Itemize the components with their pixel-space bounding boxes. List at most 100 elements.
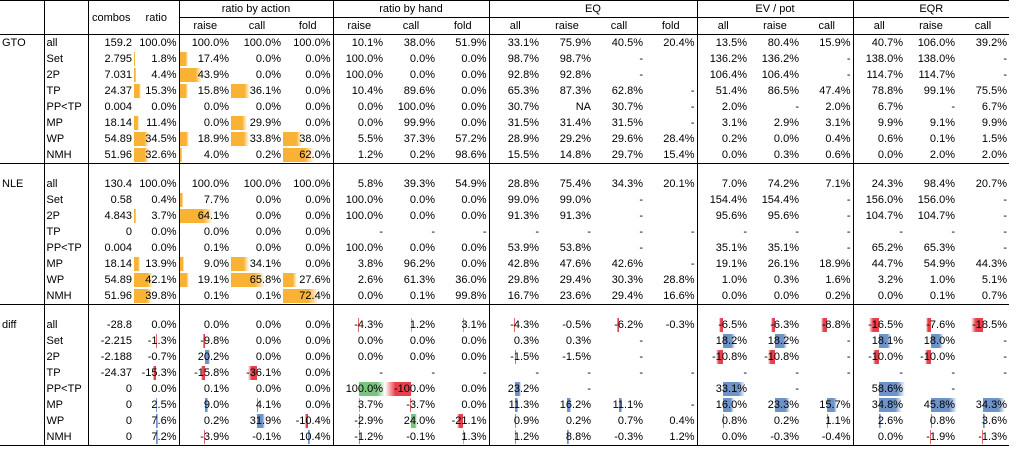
cell-col16: -1.9% [905, 429, 957, 446]
cell-value: 0.0% [203, 101, 229, 113]
cell-col6: 0.0% [385, 349, 437, 365]
cell-col15: -10.0% [852, 349, 905, 365]
cell-value: - [1003, 335, 1007, 347]
cell-value: 0.0% [461, 101, 487, 113]
cell-value: 156.0% [865, 194, 903, 206]
cell-value: 95.6% [715, 210, 747, 222]
cell-col15: 9.9% [852, 115, 905, 131]
cell-col10: - [593, 365, 645, 381]
cell-col16: 0.1% [905, 288, 957, 305]
cell-col3: 0.1% [231, 288, 283, 305]
cell-col15: 34.8% [852, 397, 905, 413]
cell-value: 33.1% [715, 383, 747, 395]
cell-value: 0.0% [409, 351, 435, 363]
cell-col0: 0 [87, 429, 134, 446]
cell-col11: 28.4% [645, 131, 697, 147]
table-row: PP<TP 0.004 0.0% 0.0% 0.0% 0.0% 0.0% 100.0% 0.0%… [0, 99, 1009, 115]
cell-col14: - [801, 365, 853, 381]
cell-col8: - [488, 365, 541, 381]
section-name [0, 147, 45, 164]
cell-col1: 13.9% [134, 256, 179, 272]
cell-value: -0.3% [770, 431, 799, 443]
cell-col16: 0.8% [905, 413, 957, 429]
row-label: MP [46, 399, 64, 411]
table-row: TP 24.37 15.3% 15.8% 36.1% 0.0% 10.4% 89.6% 0.0%… [0, 83, 1009, 99]
cell-value: 100.0% [191, 178, 229, 190]
cell-col16: 0.1% [905, 131, 957, 147]
section-name [0, 224, 45, 240]
cell-col7: 0.0% [437, 381, 489, 397]
cell-col9: - [541, 224, 593, 240]
cell-col1: 0.0% [134, 224, 179, 240]
cell-value: 106.4% [709, 69, 747, 81]
cell-col12: 0.0% [696, 288, 749, 305]
cell-value: 15.5% [507, 149, 539, 161]
cell-value: 0.0% [409, 335, 435, 347]
cell-col10: -0.3% [593, 429, 645, 446]
cell-value: 23.6% [559, 290, 591, 302]
data-bar [134, 52, 135, 66]
cell-value: 30.7% [611, 101, 643, 113]
cell-value: 15.9% [819, 37, 851, 49]
cell-value: 31.5% [507, 117, 539, 129]
cell-value: -3.7% [406, 399, 435, 411]
cell-value: 31.4% [559, 117, 591, 129]
cell-col14 [801, 381, 853, 397]
cell-value: - [951, 383, 955, 395]
cell-value: 7.2% [151, 431, 177, 443]
cell-col15: 156.0% [852, 192, 905, 208]
cell-value: 34.1% [249, 258, 281, 270]
cell-col10 [593, 381, 645, 397]
cell-value: - [690, 399, 695, 411]
header-blank [0, 0, 45, 35]
cell-value: 100.0% [345, 210, 383, 222]
cell-col7: 0.0% [437, 397, 489, 413]
header-ratio: ratio [134, 0, 179, 35]
section-name [0, 256, 45, 272]
cell-value: 100.0% [345, 53, 383, 65]
cell-value: 0.0% [255, 210, 281, 222]
cell-value: 138.0% [917, 53, 955, 65]
spacer-cell [905, 163, 957, 176]
cell-value: 7.0% [721, 178, 747, 190]
cell-col8: 91.3% [488, 208, 541, 224]
cell-col4: 0.0% [283, 256, 333, 272]
section-name [0, 99, 45, 115]
cell-value: 18.2% [767, 335, 799, 347]
cell-value: 2.9% [773, 117, 799, 129]
cell-col9: 29.2% [541, 131, 593, 147]
cell-value: - [846, 69, 851, 81]
cell-col11 [645, 192, 697, 208]
cell-value: 18.14 [104, 117, 132, 129]
section-name [0, 333, 45, 349]
cell-col13: 80.4% [749, 34, 801, 51]
cell-value: 0.0% [305, 399, 331, 411]
cell-value: 0.7% [617, 415, 643, 427]
spacer-cell [385, 304, 437, 317]
row-label: MP [46, 117, 64, 129]
cell-col11: 28.8% [645, 272, 697, 288]
cell-value: 0.3% [773, 149, 799, 161]
cell-value: - [743, 226, 747, 238]
cell-value: 19.1% [715, 258, 747, 270]
spacer-cell [0, 304, 45, 317]
cell-col0: 4.843 [87, 208, 134, 224]
cell-value: 0.0% [305, 258, 331, 270]
spacer-cell [332, 163, 385, 176]
cell-col1: 42.1% [134, 272, 179, 288]
cell-value: 0.0% [255, 242, 281, 254]
spacer-cell [283, 163, 333, 176]
cell-col3: 34.1% [231, 256, 283, 272]
cell-col2: 0.0% [178, 99, 231, 115]
row-label: 2P [46, 210, 60, 222]
cell-col8: 53.9% [488, 240, 541, 256]
header-row-sub: raise call fold raise call fold all raise call fo… [0, 17, 1009, 35]
cell-col0: -28.8 [87, 317, 134, 333]
cell-value: -0.1% [252, 431, 281, 443]
table-row: GTO all 159.2 100.0% 100.0% 100.0% 100.0% 10.1%… [0, 34, 1009, 51]
table-row: PP<TP 0.004 0.0% 0.1% 0.0% 0.0% 100.0% 0.0% 0.0%… [0, 240, 1009, 256]
cell-col14: - [801, 224, 853, 240]
cell-col2: 0.1% [178, 288, 231, 305]
spacer-cell [852, 304, 905, 317]
cell-value: 29.2% [559, 133, 591, 145]
